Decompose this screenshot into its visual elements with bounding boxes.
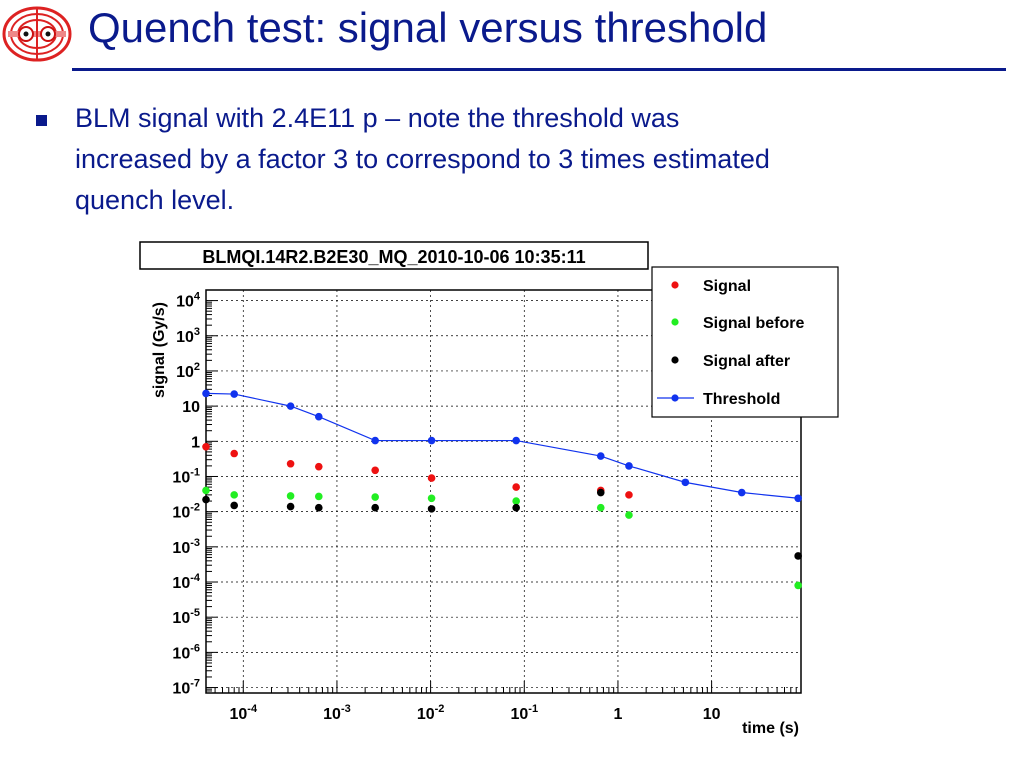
legend-label-threshold: Threshold (703, 391, 780, 408)
point-threshold-1 (230, 390, 238, 398)
y-tick-label-3: 10-4 (172, 572, 200, 592)
legend-label-signal-after: Signal after (703, 353, 790, 370)
y-tick-label-4: 10-3 (172, 537, 200, 557)
point-signal-after-2 (286, 502, 295, 511)
y-tick-label-2: 10-5 (172, 607, 200, 627)
legend-marker-signal-before (671, 318, 679, 326)
point-threshold-8 (625, 462, 633, 470)
bullet-marker (36, 115, 47, 126)
point-signal-before-1 (230, 491, 238, 499)
y-tick-label-0: 10-7 (172, 678, 200, 698)
x-tick-label-4: 1 (613, 706, 622, 723)
legend-label-signal: Signal (703, 278, 751, 295)
y-tick-label-9: 102 (176, 361, 200, 381)
point-threshold-6 (512, 436, 520, 445)
x-tick-label-0: 10-4 (229, 703, 257, 723)
point-threshold-3 (314, 412, 323, 421)
point-signal-0 (202, 442, 210, 451)
title-underline (72, 68, 1006, 71)
point-signal-after-5 (427, 505, 436, 513)
x-tick-label-2: 10-2 (417, 703, 445, 723)
point-signal-after-4 (371, 503, 379, 512)
data-series (202, 389, 802, 590)
point-signal-before-7 (596, 503, 605, 512)
y-tick-label-8: 10 (182, 399, 200, 416)
series-line-threshold (205, 392, 799, 499)
slide-title: Quench test: signal versus threshold (88, 4, 768, 51)
point-signal-2 (286, 459, 295, 468)
point-signal-1 (230, 449, 238, 458)
y-tick-labels: 10-7 10-6 10-5 10-4 10-3 10-2 10-1 1 10 102 103 104 (172, 291, 200, 698)
point-threshold-9 (681, 478, 690, 487)
lhc-magnet-logo-icon (2, 6, 72, 62)
bullet-text: BLM signal with 2.4E11 p – note the thre… (75, 98, 975, 221)
bullet-line-1: BLM signal with 2.4E11 p – note the thre… (75, 103, 680, 133)
x-tick-label-5: 10 (703, 706, 721, 723)
legend-box (651, 266, 839, 418)
point-signal-before-0 (202, 486, 210, 495)
point-signal-after-1 (230, 501, 238, 510)
bullet-line-3: quench level. (75, 185, 235, 215)
x-tick-label-3: 10-1 (510, 703, 538, 723)
point-signal-before-9 (794, 581, 802, 590)
point-signal-5 (427, 474, 436, 482)
point-threshold-10 (737, 488, 746, 497)
y-tick-label-7: 1 (191, 434, 200, 451)
y-tick-label-10: 103 (176, 326, 200, 346)
point-signal-before-4 (371, 493, 379, 501)
point-signal-8 (625, 491, 633, 499)
point-signal-before-5 (427, 494, 436, 503)
point-signal-after-8 (794, 552, 802, 560)
point-signal-4 (371, 466, 379, 475)
y-tick-label-6: 10-1 (172, 466, 200, 486)
y-tick-label-1: 10-6 (172, 642, 200, 662)
chart-title-box (139, 241, 649, 270)
y-tick-label-11: 104 (176, 291, 201, 311)
legend-marker-signal (671, 281, 679, 289)
x-tick-labels: 10-4 10-3 10-2 10-1 1 10 (229, 703, 720, 723)
point-threshold-4 (371, 436, 379, 445)
point-signal-after-6 (512, 503, 520, 512)
point-signal-before-8 (625, 511, 633, 519)
point-threshold-7 (596, 452, 605, 460)
legend: Signal Signal before Signal after Thresh… (651, 266, 839, 418)
legend-marker-threshold (671, 394, 679, 402)
point-signal-after-0 (202, 495, 210, 504)
legend-marker-signal-after (671, 356, 679, 364)
legend-label-signal-before: Signal before (703, 315, 804, 332)
point-signal-3 (314, 462, 323, 471)
point-signal-6 (512, 483, 520, 491)
point-threshold-2 (286, 402, 295, 410)
point-signal-before-3 (314, 492, 323, 501)
point-signal-before-2 (286, 492, 295, 500)
point-signal-after-3 (314, 503, 323, 512)
chart-title: BLMQI.14R2.B2E30_MQ_2010-10-06 10:35:11 (202, 247, 585, 267)
x-tick-label-1: 10-3 (323, 703, 351, 723)
y-axis-label: signal (Gy/s) (151, 302, 168, 398)
point-threshold-5 (427, 436, 436, 445)
y-tick-label-5: 10-2 (172, 502, 200, 522)
x-axis-label: time (s) (742, 720, 799, 737)
point-signal-after-7 (596, 488, 605, 497)
point-threshold-11 (794, 494, 802, 503)
bullet-line-2: increased by a factor 3 to correspond to… (75, 144, 770, 174)
point-threshold-0 (202, 389, 210, 398)
point-signal-before-6 (512, 497, 520, 505)
